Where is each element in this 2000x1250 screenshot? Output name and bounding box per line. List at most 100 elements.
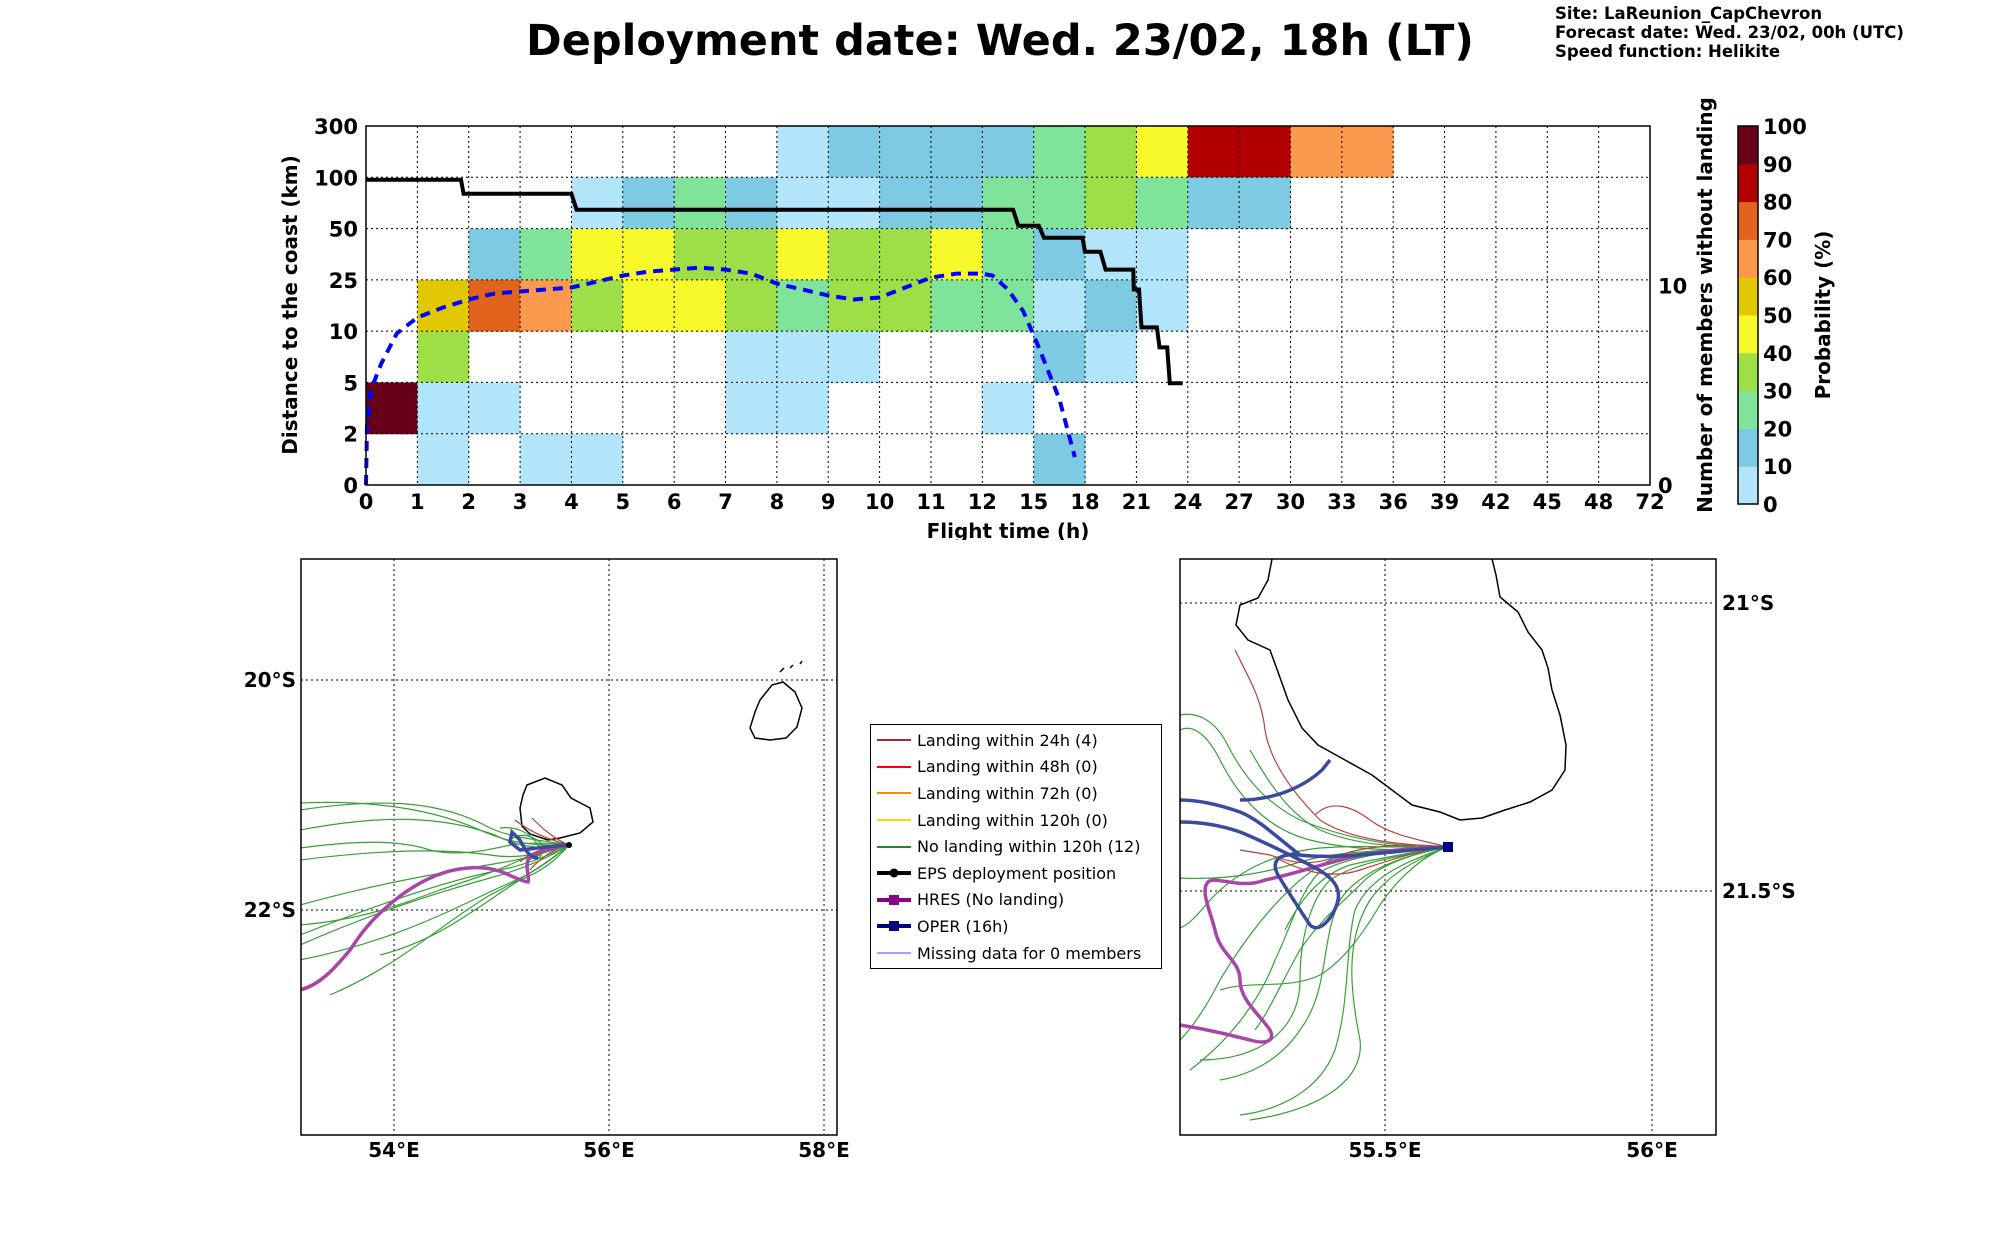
colorbar-tick-label: 30 bbox=[1763, 380, 1792, 404]
members-without-landing-series bbox=[366, 177, 1183, 386]
heatmap-series bbox=[364, 177, 1183, 486]
heatmap-cell bbox=[417, 331, 470, 383]
heatmap-cell bbox=[725, 177, 778, 230]
colorbar-tick-label: 100 bbox=[1763, 115, 1807, 139]
zoom-map-lon-labels: 55.5°E 56°E bbox=[1348, 1138, 1677, 1162]
colorbar-tick-label: 10 bbox=[1763, 455, 1792, 479]
heatmap-cell bbox=[776, 126, 829, 178]
heatmap-cell bbox=[1085, 331, 1137, 383]
heatmap-cell bbox=[1136, 126, 1189, 178]
heatmap-cell bbox=[417, 382, 470, 435]
heatmap-cell bbox=[674, 279, 727, 332]
heatmap-cell bbox=[930, 177, 983, 230]
y2-axis-label: Number of members without landing bbox=[1693, 97, 1717, 513]
colorbar-tick-label: 90 bbox=[1763, 153, 1792, 177]
x-tick-label: 36 bbox=[1379, 490, 1408, 514]
heatmap-cell bbox=[725, 228, 778, 281]
y-tick-label: 25 bbox=[329, 269, 358, 293]
y2-tick-labels: 0 10 bbox=[1658, 275, 1687, 498]
lon-label-55-5E: 55.5°E bbox=[1348, 1138, 1421, 1162]
heatmap-cell bbox=[1187, 177, 1240, 230]
heatmap-cell bbox=[828, 228, 881, 281]
x-tick-label: 48 bbox=[1584, 490, 1613, 514]
x-tick-label: 10 bbox=[865, 490, 894, 514]
reunion-coastline-small bbox=[519, 777, 594, 841]
x-tick-label: 45 bbox=[1533, 490, 1562, 514]
x-tick-label: 33 bbox=[1327, 490, 1356, 514]
heatmap-cell bbox=[1239, 126, 1291, 178]
legend-item: HRES (No landing) bbox=[871, 887, 1161, 914]
legend-dot-icon bbox=[877, 868, 911, 878]
heatmap-cell bbox=[1033, 433, 1086, 486]
hres-trajectory-overview bbox=[301, 843, 570, 992]
legend-line-icon bbox=[877, 739, 911, 742]
legend-item: No landing within 120h (12) bbox=[871, 833, 1161, 860]
eps-trajectories-zoom bbox=[1180, 713, 1449, 1121]
heatmap-cell bbox=[571, 177, 624, 230]
colorbar-segment bbox=[1738, 352, 1758, 392]
x-tick-label: 24 bbox=[1173, 490, 1202, 514]
distance-heatmap-chart: 0 1 2 3 4 5 6 7 8 9 10 11 12 15 18 21 24 27 30 33 36 39 42 45 48… bbox=[278, 97, 1835, 540]
heatmap-cell bbox=[1290, 126, 1343, 178]
colorbar-tick-label: 40 bbox=[1763, 342, 1792, 366]
zoom-map-grid bbox=[1180, 559, 1716, 1135]
heatmap-cell bbox=[982, 382, 1035, 435]
legend-line-icon bbox=[877, 765, 911, 768]
forecast-date-label: Forecast date: Wed. 23/02, 00h (UTC) bbox=[1555, 23, 1904, 42]
heatmap-cell bbox=[879, 177, 932, 230]
heatmap-cell bbox=[776, 331, 829, 383]
heatmap-cell bbox=[622, 279, 675, 332]
heatmap-cell bbox=[1187, 126, 1240, 178]
heatmap-cell bbox=[828, 177, 881, 230]
heatmap-cell bbox=[1136, 228, 1189, 281]
y-tick-label: 50 bbox=[329, 218, 358, 242]
legend-thin-icon bbox=[877, 952, 911, 954]
heatmap-cell bbox=[725, 331, 778, 383]
legend-item: OPER (16h) bbox=[871, 913, 1161, 940]
legend-label: Landing within 72h (0) bbox=[917, 783, 1098, 803]
y2-tick-label: 10 bbox=[1658, 275, 1687, 299]
heatmap-cell bbox=[776, 382, 829, 435]
heatmap-cell bbox=[417, 433, 470, 486]
overview-map-grid bbox=[301, 559, 837, 1135]
lat-label-22S: 22°S bbox=[244, 898, 296, 922]
colorbar-segment bbox=[1738, 126, 1758, 165]
heatmap-cell bbox=[674, 177, 727, 230]
dashed-blue-series bbox=[364, 265, 1077, 486]
heatmap-cell bbox=[828, 279, 881, 332]
heatmap-cell bbox=[468, 279, 521, 332]
legend-item: Missing data for 0 members bbox=[871, 940, 1161, 967]
x-tick-label: 21 bbox=[1122, 490, 1151, 514]
overview-map-frame bbox=[300, 558, 838, 1136]
lat-label-21-5S: 21.5°S bbox=[1722, 879, 1796, 903]
mauritius-islet bbox=[779, 660, 803, 673]
heatmap-cell bbox=[930, 126, 983, 178]
colorbar-segment bbox=[1738, 163, 1758, 203]
oper-deployment-marker-zoom bbox=[1443, 842, 1453, 852]
colorbar-tick-label: 50 bbox=[1763, 304, 1792, 328]
heatmap-cell bbox=[520, 433, 572, 486]
lon-label-54E: 54°E bbox=[368, 1138, 420, 1162]
heatmap-cell bbox=[776, 279, 829, 332]
landing-trajectories-overview bbox=[514, 817, 570, 871]
chart-title: Deployment date: Wed. 23/02, 18h (LT) bbox=[526, 16, 1474, 66]
heatmap-cell bbox=[725, 382, 778, 435]
colorbar-segment bbox=[1738, 239, 1758, 278]
lon-label-56E: 56°E bbox=[583, 1138, 635, 1162]
legend-item: Landing within 72h (0) bbox=[871, 780, 1161, 807]
x-tick-label: 18 bbox=[1070, 490, 1099, 514]
legend-label: EPS deployment position bbox=[917, 863, 1117, 883]
heatmap-cell bbox=[982, 126, 1035, 178]
heatmap-cell bbox=[571, 433, 624, 486]
heatmap-cell bbox=[982, 228, 1035, 281]
lat-label-21S: 21°S bbox=[1722, 591, 1774, 615]
y-tick-label: 300 bbox=[314, 115, 358, 139]
lon-label-56E-zoom: 56°E bbox=[1626, 1138, 1678, 1162]
legend-item: Landing within 120h (0) bbox=[871, 807, 1161, 834]
legend-label: Missing data for 0 members bbox=[917, 943, 1142, 963]
legend-label: No landing within 120h (12) bbox=[917, 837, 1141, 857]
legend-item: EPS deployment position bbox=[871, 860, 1161, 887]
heatmap-cell bbox=[674, 228, 727, 281]
heatmap-cell bbox=[520, 228, 572, 281]
x-tick-label: 72 bbox=[1635, 490, 1664, 514]
